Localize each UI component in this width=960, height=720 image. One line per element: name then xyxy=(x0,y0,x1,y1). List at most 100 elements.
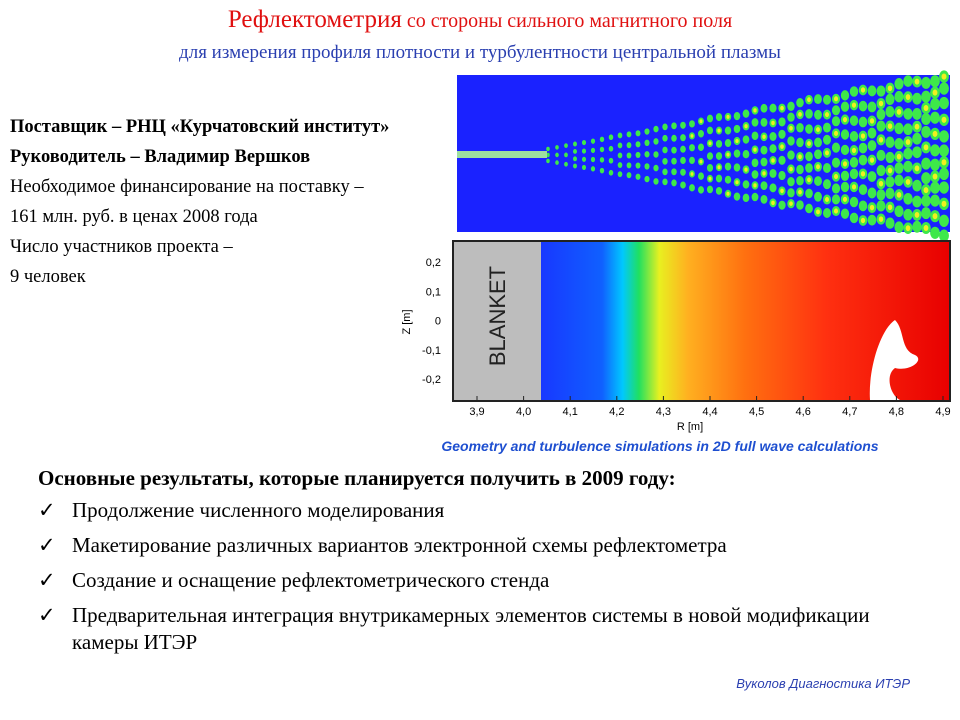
wave-blob xyxy=(662,178,668,186)
wave-blob xyxy=(706,126,714,135)
wave-blob xyxy=(858,200,868,212)
wave-core xyxy=(833,208,839,214)
wave-blob xyxy=(653,125,659,133)
wave-core xyxy=(932,130,938,137)
wave-blob xyxy=(662,134,668,142)
wave-blob xyxy=(715,152,723,160)
wave-core xyxy=(869,204,875,211)
wave-blob xyxy=(769,103,777,113)
wave-core xyxy=(744,167,748,172)
wave-blob xyxy=(867,85,877,97)
wave-blob xyxy=(840,170,850,181)
wave-blob xyxy=(573,141,577,147)
wave-core xyxy=(842,117,848,123)
wave-blob xyxy=(751,118,759,127)
check: ✓ xyxy=(38,568,56,592)
wave-blob xyxy=(822,207,832,219)
wave-core xyxy=(726,191,730,196)
wave-core xyxy=(816,127,820,133)
wave-core xyxy=(878,180,884,187)
wave-core xyxy=(717,165,721,170)
wave-blob xyxy=(930,111,940,124)
wave-blob xyxy=(671,157,677,165)
wave-blob xyxy=(742,109,750,118)
wave-blob xyxy=(814,94,822,105)
result-item: ✓ Создание и оснащение рефлектометрическо… xyxy=(38,567,938,594)
wave-blob xyxy=(885,176,895,188)
wave-blob xyxy=(644,163,650,170)
wave-blob xyxy=(822,94,832,105)
wave-core xyxy=(905,225,911,232)
wave-blob xyxy=(858,184,868,195)
wave-core xyxy=(923,225,929,232)
wave-core xyxy=(914,78,920,85)
beam xyxy=(457,151,547,158)
wave-blob xyxy=(760,181,768,191)
wave-blob xyxy=(715,139,723,148)
wave-blob xyxy=(858,154,868,166)
wave-blob xyxy=(814,176,822,187)
wave-blob xyxy=(921,90,931,103)
wave-blob xyxy=(564,152,568,158)
wave-blob xyxy=(751,192,759,202)
wave-blob xyxy=(885,93,895,106)
wave-blob xyxy=(903,123,913,136)
wave-pattern xyxy=(546,70,949,242)
wave-blob xyxy=(706,164,714,172)
result-text: Макетирование различных вариантов электр… xyxy=(72,533,727,557)
wave-core xyxy=(789,125,793,131)
wave-blob xyxy=(742,180,750,189)
wave-core xyxy=(744,124,748,129)
wave-core xyxy=(860,171,866,177)
wave-core xyxy=(941,200,947,207)
wave-blob xyxy=(912,92,922,105)
wave-blob xyxy=(617,142,623,149)
wave-blob xyxy=(930,158,940,171)
wave-blob xyxy=(787,188,795,198)
wave-blob xyxy=(599,167,605,174)
wave-blob xyxy=(894,137,904,150)
wave-core xyxy=(807,97,811,103)
wave-blob xyxy=(653,151,659,158)
wave-blob xyxy=(849,212,859,224)
wave-blob xyxy=(653,178,659,185)
wave-blob xyxy=(599,146,605,153)
wave-core xyxy=(941,159,947,166)
wave-blob xyxy=(581,164,587,170)
wave-blob xyxy=(778,200,786,210)
result-text: Создание и оснащение рефлектометрическог… xyxy=(72,568,550,592)
wave-blob xyxy=(590,147,596,154)
wave-blob xyxy=(930,226,940,239)
wave-blob xyxy=(573,156,577,162)
wave-blob xyxy=(724,175,732,184)
wave-blob xyxy=(581,156,587,162)
wave-blob xyxy=(778,129,786,139)
wave-blob xyxy=(840,101,850,112)
title-main: Рефлектометрия xyxy=(227,6,402,33)
wave-core xyxy=(735,138,739,144)
wave-blob xyxy=(831,105,841,116)
wave-blob xyxy=(698,172,704,180)
wave-blob xyxy=(546,158,550,164)
wave-blob xyxy=(778,117,786,127)
wave-blob xyxy=(680,168,686,176)
wave-blob xyxy=(626,162,632,169)
wave-blob xyxy=(787,136,795,146)
wave-blob xyxy=(876,189,886,201)
wave-blob xyxy=(608,157,614,164)
title-rest: со стороны сильного магнитного поля xyxy=(406,10,733,32)
wave-blob xyxy=(894,174,904,187)
info-line: Необходимое финансирование на поставку – xyxy=(10,177,364,197)
x-tick-label: 3,9 xyxy=(469,406,484,418)
wave-core xyxy=(869,118,875,124)
wave-core xyxy=(833,96,839,102)
x-tick-label: 4,4 xyxy=(702,406,717,418)
x-tick-label: 4,9 xyxy=(935,406,950,418)
wave-blob xyxy=(840,208,850,219)
wave-blob xyxy=(867,127,877,139)
wave-blob xyxy=(581,148,587,154)
wave-core xyxy=(923,187,929,194)
wave-core xyxy=(824,112,830,118)
wave-blob xyxy=(805,108,813,119)
